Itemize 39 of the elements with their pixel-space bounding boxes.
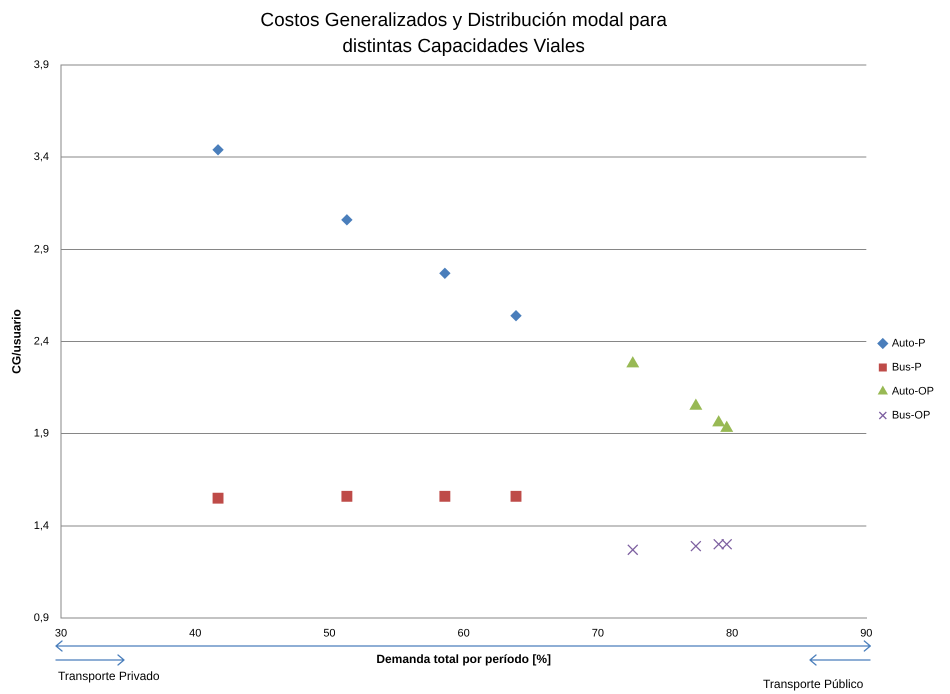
- point: [212, 492, 224, 504]
- legend-label: Bus-OP: [892, 410, 930, 422]
- x-tick-label: 70: [592, 628, 604, 640]
- x-tick-label: 50: [323, 628, 336, 640]
- point: [212, 144, 224, 156]
- y-tick-label: 0,9: [34, 612, 49, 624]
- y-tick-label: 3,9: [34, 59, 49, 72]
- y-tick-label: 1,4: [34, 520, 49, 532]
- text: Transporte Privado: [58, 669, 160, 683]
- point: [439, 268, 450, 279]
- point: [712, 416, 725, 426]
- point: [510, 490, 522, 502]
- point: [720, 421, 733, 432]
- x-tick-label: 40: [189, 628, 202, 640]
- x-tick-label: 30: [54, 628, 68, 640]
- point: [341, 214, 352, 226]
- x-tick-label: 60: [458, 628, 470, 640]
- y-axis-title: CG/usuario: [10, 309, 24, 374]
- chart-title: Costos Generalizados y Distribución modal para distintas Capacidades Viales: [259, 9, 668, 59]
- point: [690, 399, 702, 410]
- legend-label: Auto-OP: [892, 386, 934, 398]
- y-tick-label: 2,9: [34, 243, 49, 256]
- point: [341, 490, 352, 502]
- point: [690, 540, 702, 552]
- y-tick-label: 1,9: [34, 428, 49, 440]
- legend-label: Bus-P: [892, 362, 922, 374]
- legend-label: Auto-P: [892, 338, 926, 350]
- point: [721, 538, 732, 550]
- x-axis-title: Demanda total por período [%]: [376, 652, 551, 666]
- point: [713, 538, 724, 550]
- point: [626, 356, 639, 368]
- y-tick-label: 3,4: [34, 151, 49, 164]
- x-tick-label: 80: [726, 628, 738, 640]
- text: Transporte Público: [763, 677, 864, 691]
- point: [439, 490, 450, 502]
- x-tick-label: 90: [860, 628, 872, 640]
- point: [510, 310, 522, 322]
- point: [627, 544, 638, 556]
- y-tick-label: 2,4: [34, 336, 49, 348]
